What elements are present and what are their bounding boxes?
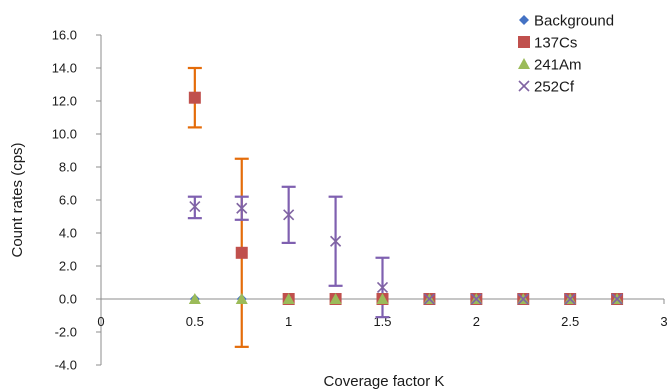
- legend-label-cs137: 137Cs: [534, 35, 577, 52]
- cf252-point: [189, 201, 201, 213]
- y-tick-label: 14.0: [52, 61, 77, 76]
- cf252-point: [470, 293, 482, 305]
- cs137-point: [188, 91, 201, 104]
- legend-label-am241: 241Am: [534, 57, 582, 74]
- y-tick-label: 10.0: [52, 127, 77, 142]
- cross-stroke: [376, 281, 389, 294]
- cf252-point: [611, 293, 623, 305]
- x-tick-label: 2.5: [561, 314, 579, 329]
- cross-stroke: [423, 293, 435, 305]
- cf252-point: [236, 202, 248, 214]
- y-tick-label: 16.0: [52, 28, 77, 43]
- cross-stroke: [470, 293, 482, 305]
- y-tick-label: 4.0: [59, 226, 77, 241]
- y-tick-label: 12.0: [52, 94, 77, 109]
- plot-area: -4.0 -2.0 0.0 2.0 4.0 6.0 8.0 10.0 12.0 14.0 16.0 0…: [52, 28, 668, 373]
- cross-stroke: [517, 293, 529, 305]
- am241-point: [376, 293, 389, 304]
- y-tick-label: -2.0: [55, 325, 77, 340]
- x-tick-label: 3: [660, 314, 667, 329]
- x-tick-label: 1: [285, 314, 292, 329]
- y-tick-label: -4.0: [55, 358, 77, 373]
- cf252-point: [376, 281, 389, 294]
- cf252-point: [330, 235, 342, 247]
- legend-label-cf252: 252Cf: [534, 79, 575, 96]
- legend-marker-background: [519, 15, 529, 25]
- cs137-point: [235, 246, 248, 259]
- cross-stroke: [189, 201, 201, 213]
- cf252-point: [283, 209, 295, 221]
- cross-stroke: [564, 293, 576, 305]
- cross-stroke: [236, 202, 248, 214]
- y-tick-label: 0.0: [59, 292, 77, 307]
- legend-marker-am241: [518, 58, 530, 69]
- y-tick-label: 8.0: [59, 160, 77, 175]
- x-tick-label: 0.5: [186, 314, 204, 329]
- y-tick-label: 6.0: [59, 193, 77, 208]
- am241-point: [329, 293, 342, 304]
- y-tick-label: 2.0: [59, 259, 77, 274]
- am241-point: [282, 293, 295, 304]
- cross-stroke: [283, 209, 295, 221]
- cf252-point: [423, 293, 435, 305]
- legend-marker-cf252: [518, 80, 530, 92]
- cf252-point: [517, 293, 529, 305]
- x-tick-label: 0: [97, 314, 104, 329]
- am241-point: [235, 293, 248, 304]
- am241-point: [188, 293, 201, 304]
- cross-stroke: [611, 293, 623, 305]
- legend: Background 137Cs 241Am 252Cf: [518, 13, 614, 96]
- y-axis-title: Count rates (cps): [9, 142, 26, 257]
- cf252-point: [564, 293, 576, 305]
- legend-label-background: Background: [534, 13, 614, 30]
- cross-stroke: [518, 80, 530, 92]
- x-tick-label: 2: [473, 314, 480, 329]
- legend-marker-cs137: [518, 36, 530, 48]
- cross-stroke: [330, 235, 342, 247]
- x-axis-title: Coverage factor K: [324, 373, 445, 390]
